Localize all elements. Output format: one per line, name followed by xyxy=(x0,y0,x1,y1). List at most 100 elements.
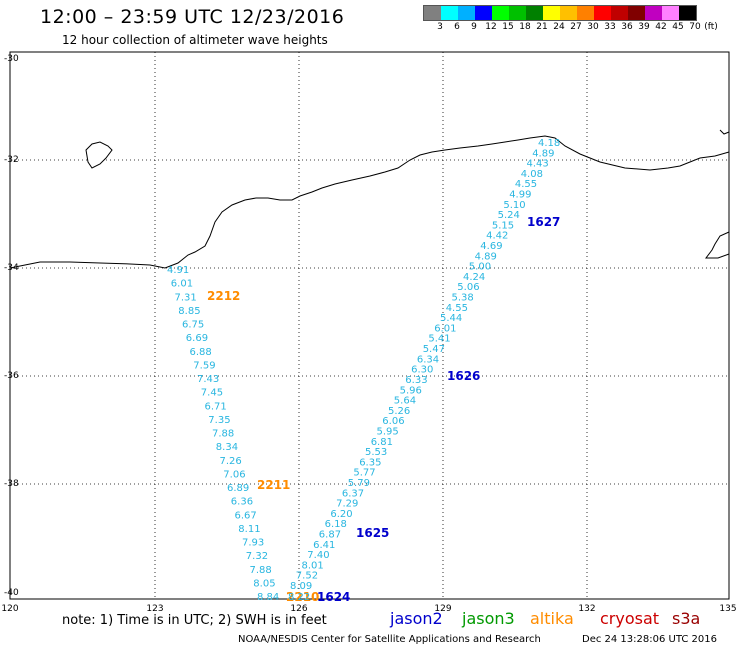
swh-value: 6.89 xyxy=(227,483,249,494)
swh-value: 5.96 xyxy=(400,385,422,396)
swh-value: 8.01 xyxy=(302,560,324,571)
lon-label-120: 120 xyxy=(1,604,19,614)
swh-value: 6.35 xyxy=(359,457,381,468)
swh-value: 4.24 xyxy=(463,272,485,283)
color-scale-label: 3 xyxy=(437,22,443,32)
color-scale-label: 42 xyxy=(655,22,667,32)
swh-value: 5.26 xyxy=(388,406,410,417)
swh-value: 4.89 xyxy=(532,148,554,159)
color-scale-label: 12 xyxy=(485,22,497,32)
swh-value: 7.88 xyxy=(212,429,234,440)
coastline xyxy=(9,135,730,269)
color-swatch xyxy=(679,6,696,20)
swh-value: 4.89 xyxy=(475,251,497,262)
swh-value: 6.01 xyxy=(171,279,193,290)
pass-label-1625: 1625 xyxy=(356,526,389,540)
swh-value: 5.79 xyxy=(348,478,370,489)
page-subtitle: 12 hour collection of altimeter wave hei… xyxy=(62,33,328,47)
swh-value: 6.71 xyxy=(205,401,227,412)
swh-value: 6.87 xyxy=(319,530,341,541)
swh-value: 4.99 xyxy=(509,190,531,201)
color-swatch xyxy=(424,6,441,20)
swh-value: 8.05 xyxy=(253,578,275,589)
swh-value: 6.01 xyxy=(434,323,456,334)
swh-value: 8.11 xyxy=(238,524,260,535)
lat-label-40: -40 xyxy=(4,588,19,598)
lat-label-38: -38 xyxy=(4,479,19,489)
swh-value: 7.43 xyxy=(197,374,219,385)
color-swatch xyxy=(475,6,492,20)
swh-value: 4.55 xyxy=(446,303,468,314)
color-scale-label: 30 xyxy=(587,22,599,32)
lon-label-132: 132 xyxy=(578,604,596,614)
lon-label-135: 135 xyxy=(719,604,737,614)
page-title: 12:00 – 23:59 UTC 12/23/2016 xyxy=(40,6,345,28)
swh-value: 6.34 xyxy=(417,354,439,365)
grid-lines xyxy=(10,52,729,599)
color-swatch xyxy=(526,6,543,20)
swh-value: 6.36 xyxy=(231,497,253,508)
track-altika-2212: 4.91 6.01 7.31 8.85 6.75 6.69 6.88 7.59 7.43 7.45… xyxy=(167,265,279,603)
swh-value: 4.08 xyxy=(521,169,543,180)
color-scale-label: 9 xyxy=(471,22,477,32)
swh-value: 8.34 xyxy=(216,442,238,453)
swh-value: 6.75 xyxy=(182,320,204,331)
pass-label-2210: 2210 xyxy=(286,590,319,604)
legend-altika: altika xyxy=(530,609,574,628)
legend-s3a: s3a xyxy=(672,609,701,628)
swh-value: 5.95 xyxy=(377,427,399,438)
color-scale-label: 18 xyxy=(519,22,531,32)
swh-value: 5.64 xyxy=(394,396,416,407)
color-swatch xyxy=(492,6,509,20)
color-swatch xyxy=(543,6,560,20)
pass-label-2211: 2211 xyxy=(257,478,290,492)
swh-value: 8.84 xyxy=(257,592,279,603)
pass-label-1626: 1626 xyxy=(447,369,480,383)
color-swatch xyxy=(662,6,679,20)
footer-credit: NOAA/NESDIS Center for Satellite Applica… xyxy=(238,634,541,645)
swh-value: 7.32 xyxy=(246,551,268,562)
color-scale-label: 45 xyxy=(672,22,684,32)
swh-value: 5.00 xyxy=(469,262,491,273)
swh-value: 6.88 xyxy=(190,347,212,358)
swh-value: 6.67 xyxy=(235,510,257,521)
swh-value: 7.29 xyxy=(336,499,358,510)
pass-label-1627: 1627 xyxy=(527,215,560,229)
swh-value: 8.85 xyxy=(178,306,200,317)
swh-value: 6.18 xyxy=(325,519,347,530)
track-jason2-1625-1627: 8.097.528.017.406.416.876.186.207.296.37… xyxy=(290,138,560,592)
swh-value: 7.26 xyxy=(220,456,242,467)
swh-value: 5.77 xyxy=(353,468,375,479)
swh-value: 4.43 xyxy=(527,159,549,170)
color-swatch xyxy=(594,6,611,20)
swh-value: 6.33 xyxy=(405,375,427,386)
swh-value: 5.06 xyxy=(457,282,479,293)
swh-value: 6.06 xyxy=(382,416,404,427)
swh-value: 5.53 xyxy=(365,447,387,458)
lat-label-36: -36 xyxy=(4,371,19,381)
coast-nub xyxy=(719,129,730,135)
swh-value: 7.88 xyxy=(250,565,272,576)
color-scale-label: 36 xyxy=(621,22,633,32)
legend-jason2: jason2 xyxy=(390,609,443,628)
swh-value: 8.09 xyxy=(290,581,312,592)
swh-value: 5.24 xyxy=(498,210,520,221)
swh-value: 6.20 xyxy=(330,509,352,520)
lat-label-32: -32 xyxy=(4,155,19,165)
legend-cryosat: cryosat xyxy=(600,609,660,628)
color-scale-label: 6 xyxy=(454,22,460,32)
color-swatch xyxy=(509,6,526,20)
swh-value: 5.15 xyxy=(492,220,514,231)
swh-value: 7.35 xyxy=(208,415,230,426)
swh-value: 5.38 xyxy=(452,293,474,304)
pass-label-2212: 2212 xyxy=(207,289,240,303)
color-swatch xyxy=(441,6,458,20)
lat-label-34: -34 xyxy=(4,263,19,273)
swh-value: 5.47 xyxy=(423,344,445,355)
swh-value: 7.59 xyxy=(193,360,215,371)
color-swatch xyxy=(458,6,475,20)
swh-value: 4.18 xyxy=(538,138,560,149)
swh-2210-value: 8.22 xyxy=(288,592,310,603)
swh-value: 4.69 xyxy=(480,241,502,252)
